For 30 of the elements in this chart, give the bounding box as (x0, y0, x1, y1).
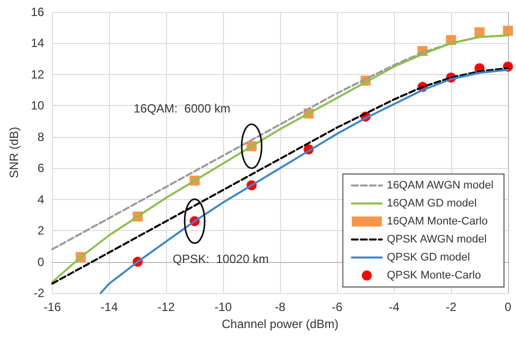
legend-label: 16QAM AWGN model (386, 180, 494, 192)
y-tick-label: 16 (30, 5, 45, 19)
x-tick-label: -6 (332, 300, 343, 314)
y-tick-label: 0 (38, 254, 45, 269)
legend-label: 16QAM Monte-Carlo (386, 216, 488, 228)
x-tick-label: -10 (214, 300, 232, 314)
x-axis-title: Channel power (dBm) (222, 316, 338, 331)
y-tick-label: 8 (38, 130, 45, 144)
y-tick-label: 2 (38, 224, 45, 238)
legend-label: 16QAM GD model (386, 198, 477, 210)
x-tick-label: -4 (388, 300, 400, 314)
x-tick-label: -2 (446, 300, 457, 314)
y-tick-label: 10 (30, 98, 45, 113)
x-tick-label: -8 (274, 300, 286, 314)
y-axis-title: SNR (dB) (7, 126, 21, 178)
legend-label: QPSK Monte-Carlo (386, 270, 481, 282)
y-tick-label: 14 (30, 36, 45, 50)
annotation: QPSK: 10020 km (172, 252, 269, 266)
x-tick-label: -12 (158, 300, 176, 314)
y-tick-label: -2 (34, 286, 45, 300)
point (503, 26, 513, 36)
x-tick-label: -16 (44, 300, 62, 314)
y-tick-label: 4 (38, 192, 45, 206)
y-tick-label: 12 (30, 67, 45, 82)
x-tick-label: 0 (504, 300, 512, 314)
y-tick-label: 6 (38, 161, 45, 176)
x-tick-label: -14 (100, 300, 118, 314)
legend-label: QPSK AWGN model (386, 234, 487, 246)
legend-label: QPSK GD model (386, 252, 470, 264)
annotation: 16QAM: 6000 km (134, 101, 230, 116)
